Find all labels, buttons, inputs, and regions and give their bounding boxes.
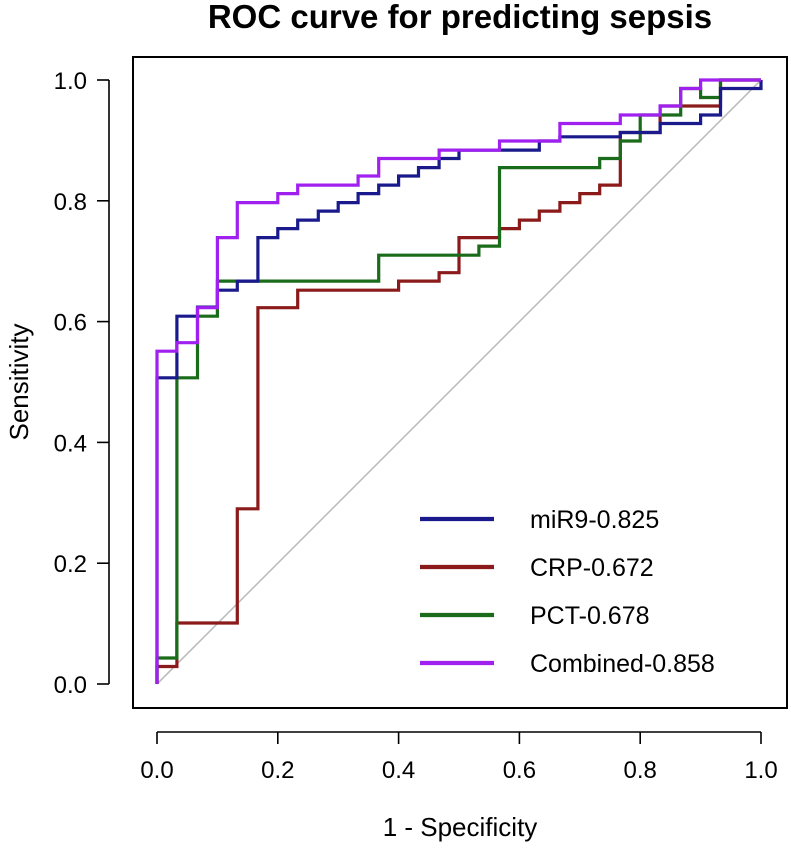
y-tick-label: 0.2 (54, 551, 87, 578)
legend-label-combined: Combined-0.858 (530, 650, 715, 678)
legend-label-mir9: miR9-0.825 (530, 506, 659, 534)
x-tick-label: 0.6 (503, 757, 536, 784)
legend-entries: miR9-0.825 CRP-0.672 PCT-0.678 Combined-0.8… (420, 506, 715, 678)
x-tick-label: 1.0 (744, 757, 777, 784)
y-tick-label: 0.6 (54, 310, 87, 337)
x-axis: 0.0 0.2 0.4 0.6 0.8 1.0 (140, 731, 778, 784)
y-axis-label: Sensitivity (4, 323, 34, 440)
y-axis: 0.0 0.2 0.4 0.6 0.8 1.0 (54, 68, 110, 699)
x-axis-label: 1 - Specificity (383, 812, 538, 842)
y-tick-label: 0.8 (54, 189, 87, 216)
y-tick-label: 1.0 (54, 68, 87, 95)
legend-label-crp: CRP-0.672 (530, 554, 654, 582)
x-tick-label: 0.0 (140, 757, 173, 784)
reference-diagonal (156, 79, 762, 685)
x-tick-label: 0.2 (261, 757, 294, 784)
plot-frame (132, 56, 788, 709)
series-line-mir9 (155, 80, 763, 684)
x-tick-label: 0.8 (624, 757, 657, 784)
x-tick-label: 0.4 (382, 757, 415, 784)
series-layer (155, 78, 763, 684)
y-tick-label: 0.0 (54, 672, 87, 699)
y-tick-label: 0.4 (54, 430, 87, 457)
series-line-combined (155, 78, 761, 684)
chart-title: ROC curve for predicting sepsis (208, 0, 712, 35)
reference-layer (156, 79, 762, 685)
legend-label-pct: PCT-0.678 (530, 602, 650, 630)
